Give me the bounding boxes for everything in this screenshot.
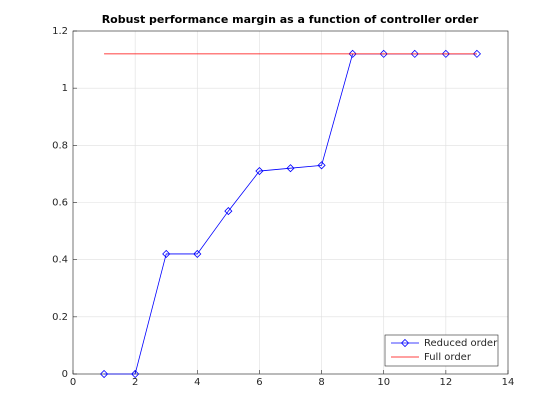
x-tick-label: 6: [256, 377, 262, 388]
marker: [441, 49, 450, 58]
axes-box: [72, 30, 509, 375]
y-tick-label: 0: [62, 369, 68, 380]
y-tick-label: 1: [62, 83, 68, 94]
marker: [379, 49, 388, 58]
marker: [317, 161, 326, 170]
marker: [162, 249, 171, 259]
y-tick-label: 0.8: [52, 140, 68, 151]
x-tick-label: 10: [377, 377, 390, 388]
marker: [472, 49, 481, 58]
x-tick-label: 2: [132, 377, 138, 388]
y-tick-label: 1.2: [52, 26, 68, 37]
x-tick-label: 0: [70, 377, 76, 388]
x-tick-label: 8: [318, 377, 324, 388]
x-tick-label: 14: [502, 377, 515, 388]
legend-marker: [400, 338, 410, 348]
marker: [410, 49, 419, 58]
marker: [131, 369, 140, 379]
x-tick-label: 4: [194, 377, 200, 388]
marker: [255, 166, 264, 176]
x-tick-label: 12: [439, 377, 452, 388]
marker: [193, 249, 202, 259]
y-tick-label: 0.2: [52, 312, 68, 323]
legend-label: Full order: [424, 352, 472, 363]
chart-title: Robust performance margin as a function …: [102, 13, 479, 26]
legend-label: Reduced order: [424, 338, 498, 349]
marker: [348, 49, 357, 58]
marker: [286, 164, 295, 173]
y-tick-label: 0.6: [52, 198, 68, 209]
marker: [100, 369, 109, 379]
marker: [224, 207, 233, 216]
y-tick-label: 0.4: [52, 255, 68, 266]
